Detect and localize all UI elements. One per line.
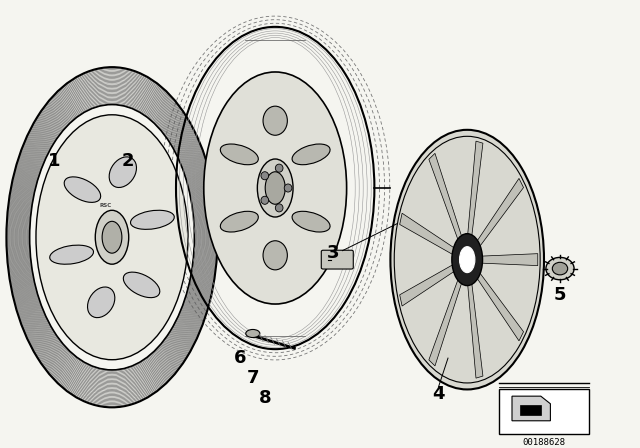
Text: 7: 7 — [246, 369, 259, 387]
Text: 1: 1 — [48, 152, 61, 170]
Ellipse shape — [261, 196, 269, 204]
Ellipse shape — [263, 106, 287, 135]
Ellipse shape — [204, 72, 347, 304]
Text: 2: 2 — [122, 152, 134, 170]
Ellipse shape — [292, 211, 330, 232]
Ellipse shape — [88, 287, 115, 318]
Text: 5: 5 — [554, 286, 566, 305]
Text: 8: 8 — [259, 389, 272, 407]
Bar — [499, 389, 589, 434]
Ellipse shape — [263, 241, 287, 270]
Ellipse shape — [257, 159, 293, 217]
Text: RSC: RSC — [99, 203, 112, 208]
Ellipse shape — [36, 115, 188, 360]
Ellipse shape — [275, 164, 283, 172]
Ellipse shape — [220, 211, 259, 232]
Polygon shape — [520, 405, 541, 415]
Ellipse shape — [552, 263, 568, 275]
Ellipse shape — [124, 272, 160, 297]
Polygon shape — [429, 275, 463, 366]
Ellipse shape — [275, 204, 283, 212]
Ellipse shape — [284, 184, 292, 192]
Ellipse shape — [390, 130, 544, 389]
Ellipse shape — [546, 258, 574, 280]
Ellipse shape — [460, 247, 475, 273]
Ellipse shape — [246, 329, 260, 337]
Ellipse shape — [265, 172, 285, 204]
Ellipse shape — [95, 210, 129, 264]
Polygon shape — [467, 278, 483, 378]
Ellipse shape — [109, 157, 136, 188]
Ellipse shape — [292, 144, 330, 165]
Polygon shape — [475, 269, 524, 341]
Text: 6: 6 — [234, 349, 246, 367]
Ellipse shape — [102, 221, 122, 253]
Text: 3: 3 — [326, 244, 339, 262]
Ellipse shape — [220, 144, 259, 165]
Polygon shape — [400, 263, 457, 306]
Polygon shape — [475, 178, 524, 250]
Polygon shape — [400, 213, 457, 256]
FancyBboxPatch shape — [321, 250, 353, 269]
Ellipse shape — [50, 245, 93, 264]
Ellipse shape — [64, 177, 100, 202]
Text: 00188628: 00188628 — [522, 438, 566, 447]
Text: 4: 4 — [432, 385, 445, 403]
Ellipse shape — [452, 234, 483, 285]
Polygon shape — [479, 254, 538, 266]
Ellipse shape — [131, 210, 174, 229]
Polygon shape — [512, 396, 550, 421]
Polygon shape — [467, 141, 483, 241]
Polygon shape — [429, 153, 463, 245]
Ellipse shape — [261, 172, 269, 180]
